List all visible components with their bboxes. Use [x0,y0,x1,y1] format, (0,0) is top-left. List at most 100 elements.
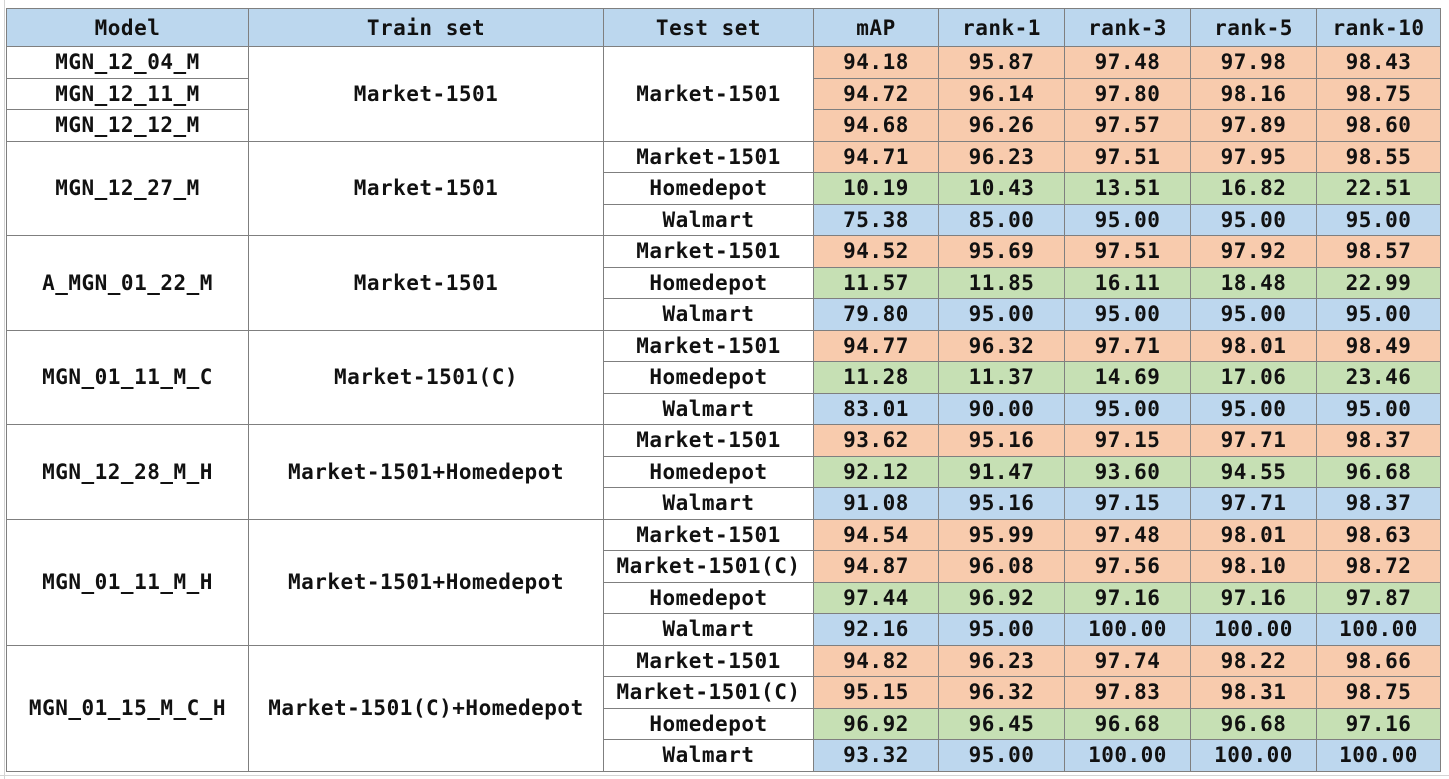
rank-10-cell[interactable]: 97.87 [1316,581,1441,614]
rank-3-cell[interactable]: 97.48 [1064,518,1191,551]
rank-1-cell[interactable]: 96.32 [938,329,1065,362]
test-set-cell[interactable]: Market-1501 [603,518,814,551]
rank-10-cell[interactable]: 98.57 [1316,235,1441,268]
rank-5-cell[interactable]: 97.98 [1190,46,1317,79]
test-set-cell[interactable]: Homedepot [603,581,814,614]
rank-10-cell[interactable]: 98.37 [1316,424,1441,457]
rank-3-cell[interactable]: 97.48 [1064,46,1191,79]
rank-5-cell[interactable]: 97.95 [1190,140,1317,173]
train-set-cell[interactable]: Market-1501+Homedepot [248,518,604,646]
map-cell[interactable]: 11.57 [813,266,939,299]
rank-10-cell[interactable]: 98.43 [1316,46,1441,79]
rank-1-cell[interactable]: 96.92 [938,581,1065,614]
rank-10-cell[interactable]: 23.46 [1316,361,1441,394]
map-cell[interactable]: 94.77 [813,329,939,362]
test-set-cell[interactable]: Homedepot [603,707,814,740]
map-cell[interactable]: 94.87 [813,550,939,583]
rank-3-cell[interactable]: 14.69 [1064,361,1191,394]
rank-1-cell[interactable]: 96.23 [938,140,1065,173]
test-set-cell[interactable]: Market-1501(C) [603,550,814,583]
rank-10-cell[interactable]: 98.75 [1316,676,1441,709]
rank-5-cell[interactable]: 98.01 [1190,518,1317,551]
train-set-cell[interactable]: Market-1501(C)+Homedepot [248,644,604,772]
rank-3-cell[interactable]: 100.00 [1064,739,1191,772]
map-cell[interactable]: 95.15 [813,676,939,709]
rank-5-cell[interactable]: 97.71 [1190,487,1317,520]
map-cell[interactable]: 75.38 [813,203,939,236]
test-set-cell[interactable]: Homedepot [603,455,814,488]
map-cell[interactable]: 94.54 [813,518,939,551]
rank-5-cell[interactable]: 98.31 [1190,676,1317,709]
test-set-cell[interactable]: Walmart [603,298,814,331]
train-set-cell[interactable]: Market-1501(C) [248,329,604,425]
rank-10-cell[interactable]: 98.75 [1316,77,1441,110]
test-set-cell[interactable]: Walmart [603,487,814,520]
rank-3-cell[interactable]: 97.51 [1064,140,1191,173]
rank-10-cell[interactable]: 22.99 [1316,266,1441,299]
rank-10-cell[interactable]: 98.66 [1316,644,1441,677]
header-rank-3[interactable]: rank-3 [1064,8,1191,47]
test-set-cell[interactable]: Market-1501 [603,140,814,173]
header-test-set[interactable]: Test set [603,8,814,47]
map-cell[interactable]: 92.16 [813,613,939,646]
map-cell[interactable]: 93.62 [813,424,939,457]
rank-5-cell[interactable]: 95.00 [1190,203,1317,236]
header-model[interactable]: Model [6,8,249,47]
rank-3-cell[interactable]: 97.16 [1064,581,1191,614]
rank-5-cell[interactable]: 16.82 [1190,172,1317,205]
header-map[interactable]: mAP [813,8,939,47]
rank-10-cell[interactable]: 97.16 [1316,707,1441,740]
rank-10-cell[interactable]: 95.00 [1316,203,1441,236]
model-cell[interactable]: MGN_12_11_M [6,77,249,110]
map-cell[interactable]: 11.28 [813,361,939,394]
test-set-cell[interactable]: Homedepot [603,361,814,394]
map-cell[interactable]: 94.68 [813,109,939,142]
rank-5-cell[interactable]: 96.68 [1190,707,1317,740]
rank-5-cell[interactable]: 98.16 [1190,77,1317,110]
test-set-cell[interactable]: Walmart [603,203,814,236]
model-cell[interactable]: A_MGN_01_22_M [6,235,249,331]
header-rank-1[interactable]: rank-1 [938,8,1065,47]
rank-1-cell[interactable]: 96.23 [938,644,1065,677]
rank-10-cell[interactable]: 100.00 [1316,739,1441,772]
rank-5-cell[interactable]: 97.16 [1190,581,1317,614]
map-cell[interactable]: 94.18 [813,46,939,79]
test-set-cell[interactable]: Market-1501 [603,235,814,268]
rank-3-cell[interactable]: 16.11 [1064,266,1191,299]
rank-1-cell[interactable]: 96.14 [938,77,1065,110]
rank-5-cell[interactable]: 100.00 [1190,739,1317,772]
rank-10-cell[interactable]: 98.60 [1316,109,1441,142]
rank-1-cell[interactable]: 95.16 [938,424,1065,457]
rank-3-cell[interactable]: 97.83 [1064,676,1191,709]
test-set-cell[interactable]: Walmart [603,739,814,772]
test-set-cell[interactable]: Walmart [603,392,814,425]
rank-1-cell[interactable]: 85.00 [938,203,1065,236]
rank-3-cell[interactable]: 95.00 [1064,203,1191,236]
map-cell[interactable]: 96.92 [813,707,939,740]
rank-1-cell[interactable]: 10.43 [938,172,1065,205]
rank-5-cell[interactable]: 94.55 [1190,455,1317,488]
test-set-cell[interactable]: Homedepot [603,266,814,299]
rank-5-cell[interactable]: 97.89 [1190,109,1317,142]
rank-3-cell[interactable]: 13.51 [1064,172,1191,205]
model-cell[interactable]: MGN_12_12_M [6,109,249,142]
rank-5-cell[interactable]: 100.00 [1190,613,1317,646]
rank-1-cell[interactable]: 95.99 [938,518,1065,551]
test-set-cell[interactable]: Market-1501(C) [603,676,814,709]
map-cell[interactable]: 83.01 [813,392,939,425]
model-cell[interactable]: MGN_01_15_M_C_H [6,644,249,772]
rank-3-cell[interactable]: 96.68 [1064,707,1191,740]
test-set-cell[interactable]: Market-1501 [603,329,814,362]
rank-10-cell[interactable]: 96.68 [1316,455,1441,488]
rank-10-cell[interactable]: 98.37 [1316,487,1441,520]
rank-3-cell[interactable]: 97.15 [1064,424,1191,457]
rank-1-cell[interactable]: 95.00 [938,739,1065,772]
rank-1-cell[interactable]: 11.37 [938,361,1065,394]
test-set-cell[interactable]: Market-1501 [603,424,814,457]
rank-1-cell[interactable]: 95.69 [938,235,1065,268]
rank-1-cell[interactable]: 91.47 [938,455,1065,488]
rank-3-cell[interactable]: 100.00 [1064,613,1191,646]
map-cell[interactable]: 97.44 [813,581,939,614]
model-cell[interactable]: MGN_12_04_M [6,46,249,79]
header-train-set[interactable]: Train set [248,8,604,47]
